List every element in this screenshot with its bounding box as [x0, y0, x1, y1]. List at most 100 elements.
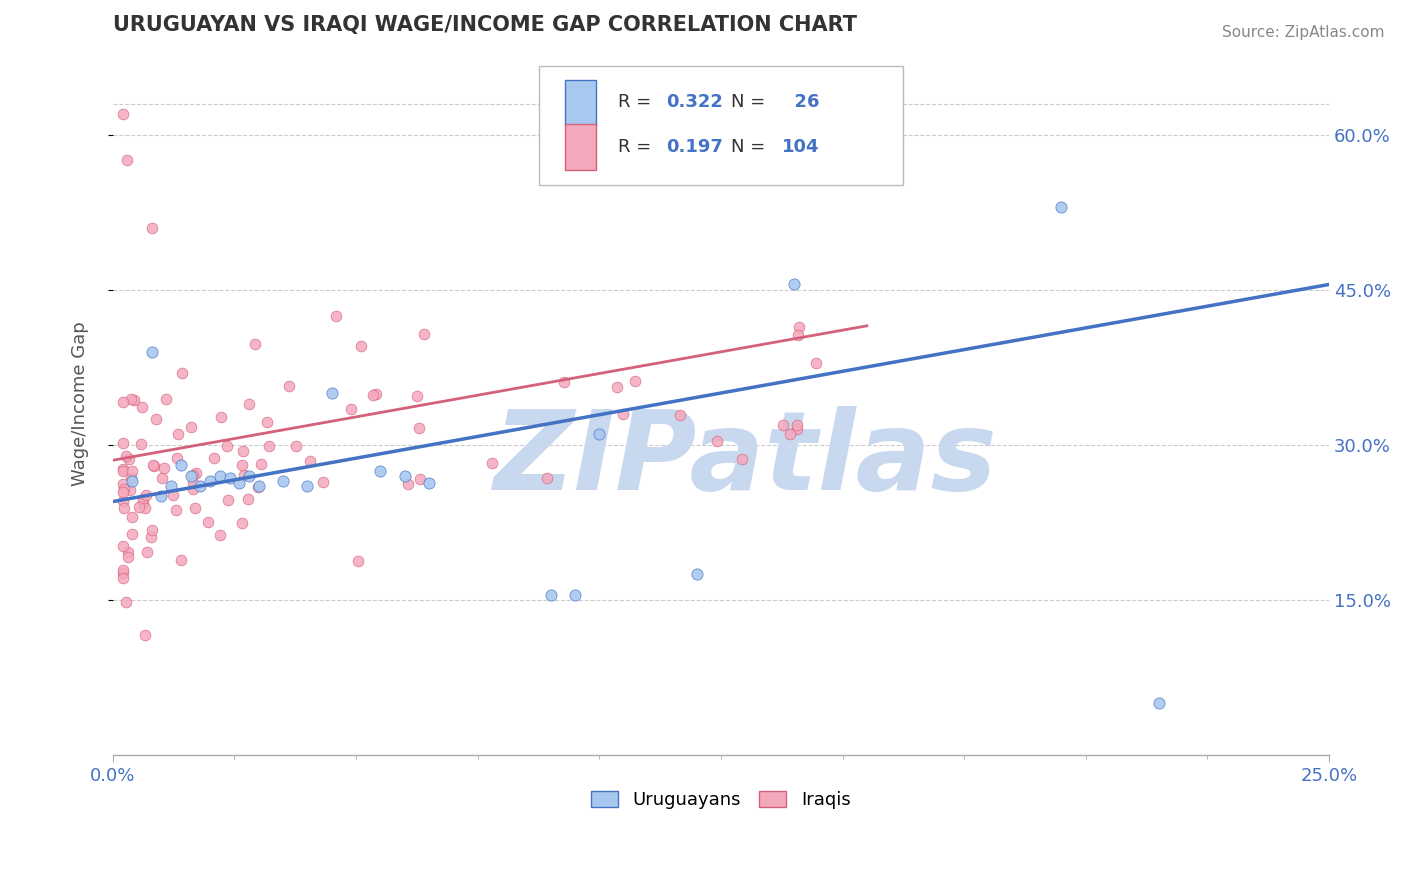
Point: [180, 468, 202, 483]
Point: [408, 421, 430, 435]
Point: [231, 458, 253, 472]
Point: [166, 450, 188, 465]
Point: [256, 415, 278, 429]
Point: [111, 539, 134, 553]
Point: [172, 366, 194, 380]
Point: [299, 454, 322, 468]
Text: Source: ZipAtlas.com: Source: ZipAtlas.com: [1222, 25, 1385, 40]
Point: [165, 502, 187, 516]
Point: [141, 344, 163, 359]
Point: [111, 464, 134, 478]
Point: [128, 500, 150, 514]
Point: [120, 392, 142, 407]
Point: [361, 387, 384, 401]
Point: [347, 554, 370, 568]
Point: [202, 451, 225, 466]
Point: [184, 501, 207, 516]
Point: [152, 461, 174, 475]
Point: [786, 418, 808, 433]
Point: [1050, 200, 1073, 214]
Point: [111, 107, 134, 121]
Point: [804, 355, 827, 369]
Point: [412, 326, 434, 341]
Point: [783, 277, 806, 292]
Point: [772, 417, 794, 432]
Point: [370, 464, 392, 478]
Point: [180, 419, 202, 434]
Point: [184, 466, 207, 480]
Point: [259, 439, 281, 453]
Point: [142, 458, 165, 473]
Point: [118, 452, 141, 467]
Point: [129, 437, 152, 451]
Text: URUGUAYAN VS IRAQI WAGE/INCOME GAP CORRELATION CHART: URUGUAYAN VS IRAQI WAGE/INCOME GAP CORRE…: [112, 15, 856, 35]
Point: [685, 566, 707, 581]
Point: [181, 482, 204, 496]
Point: [405, 389, 427, 403]
Point: [117, 153, 139, 168]
Point: [131, 400, 153, 414]
Point: [111, 394, 134, 409]
FancyBboxPatch shape: [538, 66, 904, 186]
Point: [669, 408, 692, 422]
Point: [217, 493, 239, 508]
Point: [232, 444, 254, 458]
Point: [132, 491, 155, 506]
Point: [243, 337, 266, 351]
Point: [1147, 696, 1170, 710]
Point: [141, 530, 163, 544]
Point: [564, 588, 586, 602]
Point: [396, 477, 419, 491]
Point: [111, 493, 134, 508]
Point: [141, 523, 163, 537]
Point: [218, 471, 240, 485]
Point: [198, 474, 221, 488]
Point: [731, 451, 754, 466]
Point: [779, 426, 801, 441]
Point: [321, 386, 343, 401]
Point: [325, 309, 347, 323]
Legend: Uruguayans, Iraqis: Uruguayans, Iraqis: [583, 783, 858, 816]
Point: [117, 549, 139, 564]
Point: [284, 439, 307, 453]
Point: [408, 472, 430, 486]
Text: N =: N =: [731, 94, 770, 112]
Text: 0.197: 0.197: [666, 137, 723, 156]
Text: R =: R =: [617, 137, 657, 156]
Point: [536, 470, 558, 484]
Point: [111, 571, 134, 585]
Point: [624, 374, 647, 388]
Point: [135, 488, 157, 502]
Point: [134, 628, 156, 642]
Point: [121, 474, 143, 488]
Point: [271, 474, 294, 488]
Point: [132, 496, 155, 510]
Point: [238, 468, 260, 483]
Point: [111, 477, 134, 491]
Text: 104: 104: [782, 137, 820, 156]
Point: [786, 328, 808, 343]
Point: [247, 479, 270, 493]
Point: [209, 527, 232, 541]
Point: [121, 464, 143, 478]
Point: [236, 492, 259, 507]
Text: ZIPatlas: ZIPatlas: [494, 406, 997, 513]
Point: [606, 380, 628, 394]
Text: R =: R =: [617, 94, 657, 112]
Point: [112, 482, 135, 496]
Point: [170, 458, 193, 473]
Point: [238, 396, 260, 410]
Point: [120, 471, 142, 485]
Point: [217, 439, 239, 453]
Point: [112, 500, 135, 515]
FancyBboxPatch shape: [565, 124, 596, 170]
Point: [231, 516, 253, 530]
Point: [160, 479, 183, 493]
Point: [134, 501, 156, 516]
Point: [141, 220, 163, 235]
Point: [208, 468, 231, 483]
Point: [418, 475, 440, 490]
Point: [350, 338, 373, 352]
Point: [155, 392, 177, 406]
Point: [162, 488, 184, 502]
